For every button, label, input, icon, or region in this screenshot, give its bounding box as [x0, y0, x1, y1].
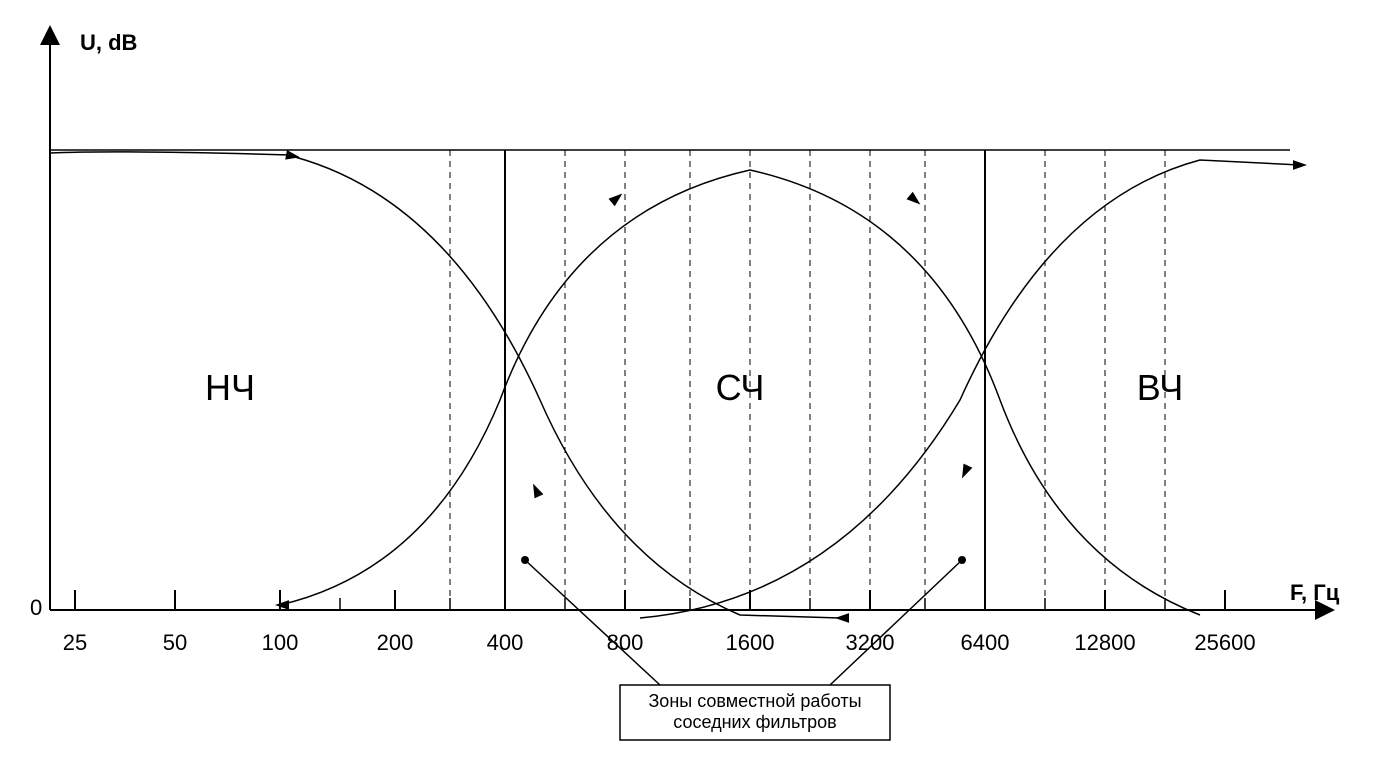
curve-arrow-icon [835, 613, 849, 623]
zero-label: 0 [30, 595, 42, 620]
y-axis-label: U, dB [80, 30, 137, 55]
x-tick-label: 25600 [1194, 630, 1255, 655]
band-label-hf: ВЧ [1137, 367, 1183, 408]
x-tick-label: 100 [262, 630, 299, 655]
band-label-mf: СЧ [716, 367, 765, 408]
curve-arrow-icon [285, 150, 300, 162]
mask [0, 0, 1386, 148]
x-tick-label: 1600 [726, 630, 775, 655]
x-tick-label: 3200 [846, 630, 895, 655]
callout-leader [830, 560, 962, 685]
x-tick-label: 50 [163, 630, 187, 655]
x-tick-label: 12800 [1074, 630, 1135, 655]
x-tick-label: 800 [607, 630, 644, 655]
curve-arrow-icon [906, 192, 923, 209]
callout-leader [525, 560, 660, 685]
x-tick-label: 400 [487, 630, 524, 655]
curve-arrow-icon [1293, 160, 1307, 170]
x-tick-label: 25 [63, 630, 87, 655]
curve-arrow-icon [958, 464, 973, 481]
callout-text-2: соседних фильтров [673, 712, 837, 732]
callout-text-1: Зоны совместной работы [648, 691, 861, 711]
x-axis-label: F, Гц [1290, 580, 1340, 605]
curve-arrow-icon [608, 190, 625, 207]
filter-crossover-diagram: 25 50 100 200 400 800 1600 3200 6400 12800 25600 U,… [0, 0, 1386, 767]
x-tick-label: 200 [377, 630, 414, 655]
x-tick-label: 6400 [961, 630, 1010, 655]
band-label-lf: НЧ [205, 367, 255, 408]
curve-arrow-icon [275, 600, 289, 610]
curve-arrow-icon [529, 482, 544, 499]
